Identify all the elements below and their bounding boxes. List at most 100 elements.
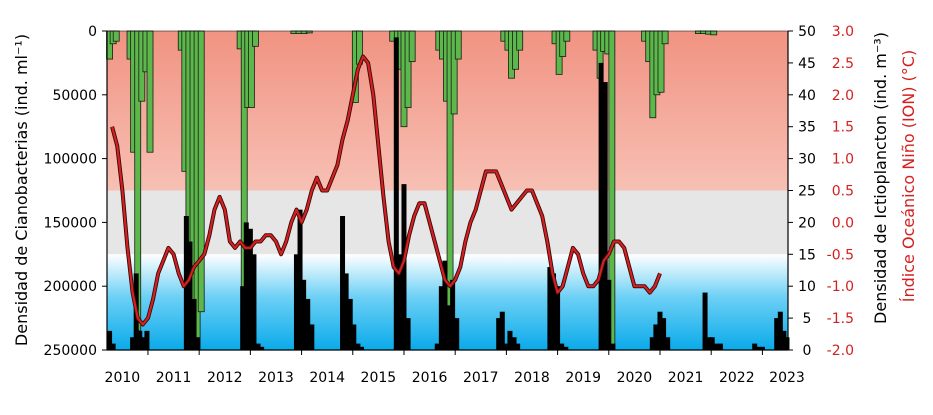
right-1-tick-label: 10: [798, 279, 816, 295]
right-axis-1-ticks: 0 5 10 15 20 25 30 35 40 45 50: [788, 24, 816, 359]
ichthyoplankton-bar: [781, 330, 787, 350]
left-axis-title: Densidad de Cianobacterias (ind. ml⁻¹): [12, 34, 31, 346]
ichthyoplankton-bar: [434, 343, 440, 350]
right-2-tick-label: -2.0: [827, 343, 854, 359]
ichthyoplankton-bar: [110, 343, 116, 350]
ichthyoplankton-bar: [507, 330, 513, 350]
cyanobacteria-bar: [454, 30, 462, 60]
ichthyoplankton-bar: [559, 343, 565, 350]
ichthyoplankton-bar: [438, 286, 444, 350]
right-2-tick-label: -1.0: [827, 279, 854, 295]
cyanobacteria-bar: [112, 30, 120, 42]
ichthyoplankton-bar: [649, 337, 655, 350]
x-tick-label: 2018: [514, 370, 550, 386]
ichthyoplankton-bar: [137, 330, 143, 350]
ichthyoplankton-bars: [107, 37, 790, 351]
ichthyoplankton-bar: [702, 292, 708, 350]
ichthyoplankton-bar: [555, 286, 561, 350]
right-1-tick-label: 0: [803, 343, 812, 359]
right-2-tick-label: 2.5: [832, 56, 854, 72]
ichthyoplankton-bar: [657, 311, 663, 350]
ichthyoplankton-bar: [713, 343, 719, 350]
left-axis-ticks: 0 50000 100000 150000 200000 250000: [44, 24, 107, 359]
right-1-tick-label: 20: [798, 215, 816, 231]
ichthyoplankton-bar: [195, 337, 201, 350]
ichthyoplankton-bar: [358, 346, 364, 350]
ichthyoplankton-bar: [606, 279, 612, 350]
ichthyoplankton-bar: [598, 62, 604, 351]
ichthyoplankton-bar: [401, 184, 407, 350]
cyanobacteria-bar: [252, 30, 259, 47]
right-1-tick-label: 35: [798, 120, 816, 136]
ichthyoplankton-bar: [309, 324, 315, 350]
x-tick-label: 2014: [309, 370, 345, 386]
ichthyoplankton-bar: [759, 346, 765, 350]
right-1-tick-label: 30: [798, 152, 816, 168]
ichthyoplankton-bar: [563, 346, 569, 350]
ichthyoplankton-bar: [144, 330, 150, 350]
ichthyoplankton-bar: [752, 343, 758, 350]
ichthyoplankton-bar: [503, 343, 509, 350]
x-tick-label: 2023: [769, 370, 805, 386]
ichthyoplankton-bar: [547, 267, 553, 350]
ichthyoplankton-bar: [247, 228, 253, 350]
ichthyoplankton-bar: [305, 298, 311, 350]
ichthyoplankton-bar: [442, 260, 448, 350]
x-tick-label: 2010: [105, 370, 141, 386]
x-tick-label: 2019: [565, 370, 601, 386]
ichthyoplankton-bar: [243, 222, 249, 350]
ichthyoplankton-bar: [602, 82, 608, 350]
x-tick-label: 2016: [412, 370, 448, 386]
right-axis-1-title: Densidad de Ictioplancton (ind. m⁻³): [871, 32, 890, 324]
x-tick-label: 2021: [668, 370, 704, 386]
x-tick-label: 2011: [156, 370, 192, 386]
ichthyoplankton-bar: [755, 346, 761, 350]
right-2-tick-label: -0.5: [827, 247, 854, 263]
right-2-tick-label: -1.5: [827, 311, 854, 327]
ichthyoplankton-bar: [351, 324, 357, 350]
ichthyoplankton-bar: [255, 343, 261, 350]
left-tick-label: 200000: [44, 279, 97, 295]
ichthyoplankton-bar: [251, 254, 257, 350]
right-2-tick-label: 1.5: [832, 120, 854, 136]
right-2-tick-label: 0.0: [832, 215, 854, 231]
cyanobacteria-bar: [197, 30, 205, 313]
cyanobacteria-bar: [146, 30, 154, 153]
right-1-tick-label: 45: [798, 56, 816, 72]
x-tick-label: 2015: [361, 370, 397, 386]
right-axis-2-ticks: -2.0 -1.5 -1.0 -0.5 0.0 0.5 1.0 1.5 2.0 2.5 3.0: [827, 24, 854, 359]
ichthyoplankton-bar: [709, 337, 715, 350]
cyanobacteria-bar: [516, 30, 524, 51]
x-tick-label: 2020: [617, 370, 653, 386]
ichthyoplankton-bar: [297, 209, 303, 350]
x-axis-ticks: 2010 2011 2012 2013 2014 2015 2016 2017 2018 2019…: [105, 350, 805, 386]
ichthyoplankton-bar: [784, 337, 790, 350]
ichthyoplankton-bar: [717, 343, 723, 350]
ichthyoplankton-bar: [774, 318, 780, 350]
right-2-tick-label: 2.0: [832, 88, 854, 104]
ichthyoplankton-bar: [446, 305, 452, 350]
right-1-tick-label: 5: [803, 311, 812, 327]
ichthyoplankton-bar: [191, 298, 197, 350]
ichthyoplankton-bar: [140, 337, 146, 350]
cyanobacteria-bar: [661, 30, 669, 45]
cyanobacteria-bars: [106, 30, 718, 351]
ichthyoplankton-bar: [347, 298, 353, 350]
left-tick-label: 150000: [44, 215, 97, 231]
ichthyoplankton-bar: [777, 311, 783, 350]
ichthyoplankton-bar: [450, 279, 456, 350]
ichthyoplankton-bar: [187, 241, 193, 350]
ichthyoplankton-bar: [340, 216, 346, 350]
ichthyoplankton-bar: [499, 311, 505, 350]
ichthyoplankton-bar: [496, 318, 502, 350]
ichthyoplankton-bar: [259, 346, 265, 350]
ichthyoplankton-bar: [515, 343, 521, 350]
ichthyoplankton-bar: [301, 279, 307, 350]
ichthyoplankton-bar: [293, 254, 299, 350]
cyanobacteria-bar: [408, 30, 416, 63]
left-tick-label: 0: [88, 24, 97, 40]
ichthyoplankton-bar: [397, 254, 403, 350]
right-axis-2-title: Índice Oceánico Niño (ION) (°C): [899, 50, 918, 302]
left-tick-label: 100000: [44, 152, 97, 168]
